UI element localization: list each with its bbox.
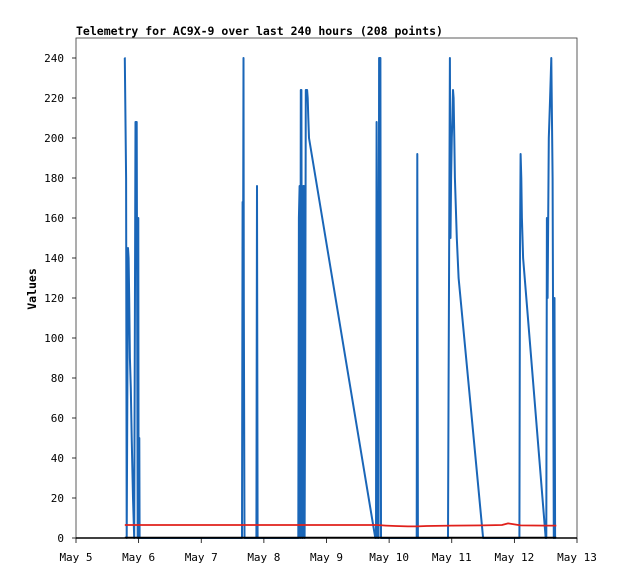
y-axis-label: Values: [25, 268, 39, 310]
y-tick-label: 80: [51, 372, 64, 385]
x-ticks: May 5 May 6 May 7 May 8 May 9 May 10 May 11 May…: [59, 538, 597, 564]
y-tick-label: 100: [44, 332, 64, 345]
x-tick-label: May 10: [369, 551, 409, 564]
y-tick-label: 240: [44, 52, 64, 65]
y-tick-label: 220: [44, 92, 64, 105]
x-tick-label: May 6: [122, 551, 155, 564]
series-line-1: [123, 57, 557, 539]
x-tick-label: May 5: [59, 551, 92, 564]
y-ticks: 0 20 40 60 80 100 120 140 160 180 200 220 240: [44, 52, 76, 545]
y-tick-label: 40: [51, 452, 64, 465]
x-tick-label: May 12: [495, 551, 535, 564]
y-tick-label: 160: [44, 212, 64, 225]
y-tick-label: 120: [44, 292, 64, 305]
x-tick-label: May 13: [557, 551, 597, 564]
chart-title: Telemetry for AC9X-9 over last 240 hours…: [76, 24, 443, 38]
series-layer: [123, 57, 557, 539]
x-tick-label: May 11: [432, 551, 472, 564]
y-tick-label: 140: [44, 252, 64, 265]
y-tick-label: 60: [51, 412, 64, 425]
x-tick-label: May 9: [310, 551, 343, 564]
plot-frame: [75, 37, 578, 539]
x-tick-label: May 8: [247, 551, 280, 564]
series-line-2: [124, 522, 557, 528]
y-tick-label: 180: [44, 172, 64, 185]
y-tick-label: 200: [44, 132, 64, 145]
y-tick-label: 20: [51, 492, 64, 505]
y-tick-label: 0: [57, 532, 64, 545]
x-tick-label: May 7: [185, 551, 218, 564]
